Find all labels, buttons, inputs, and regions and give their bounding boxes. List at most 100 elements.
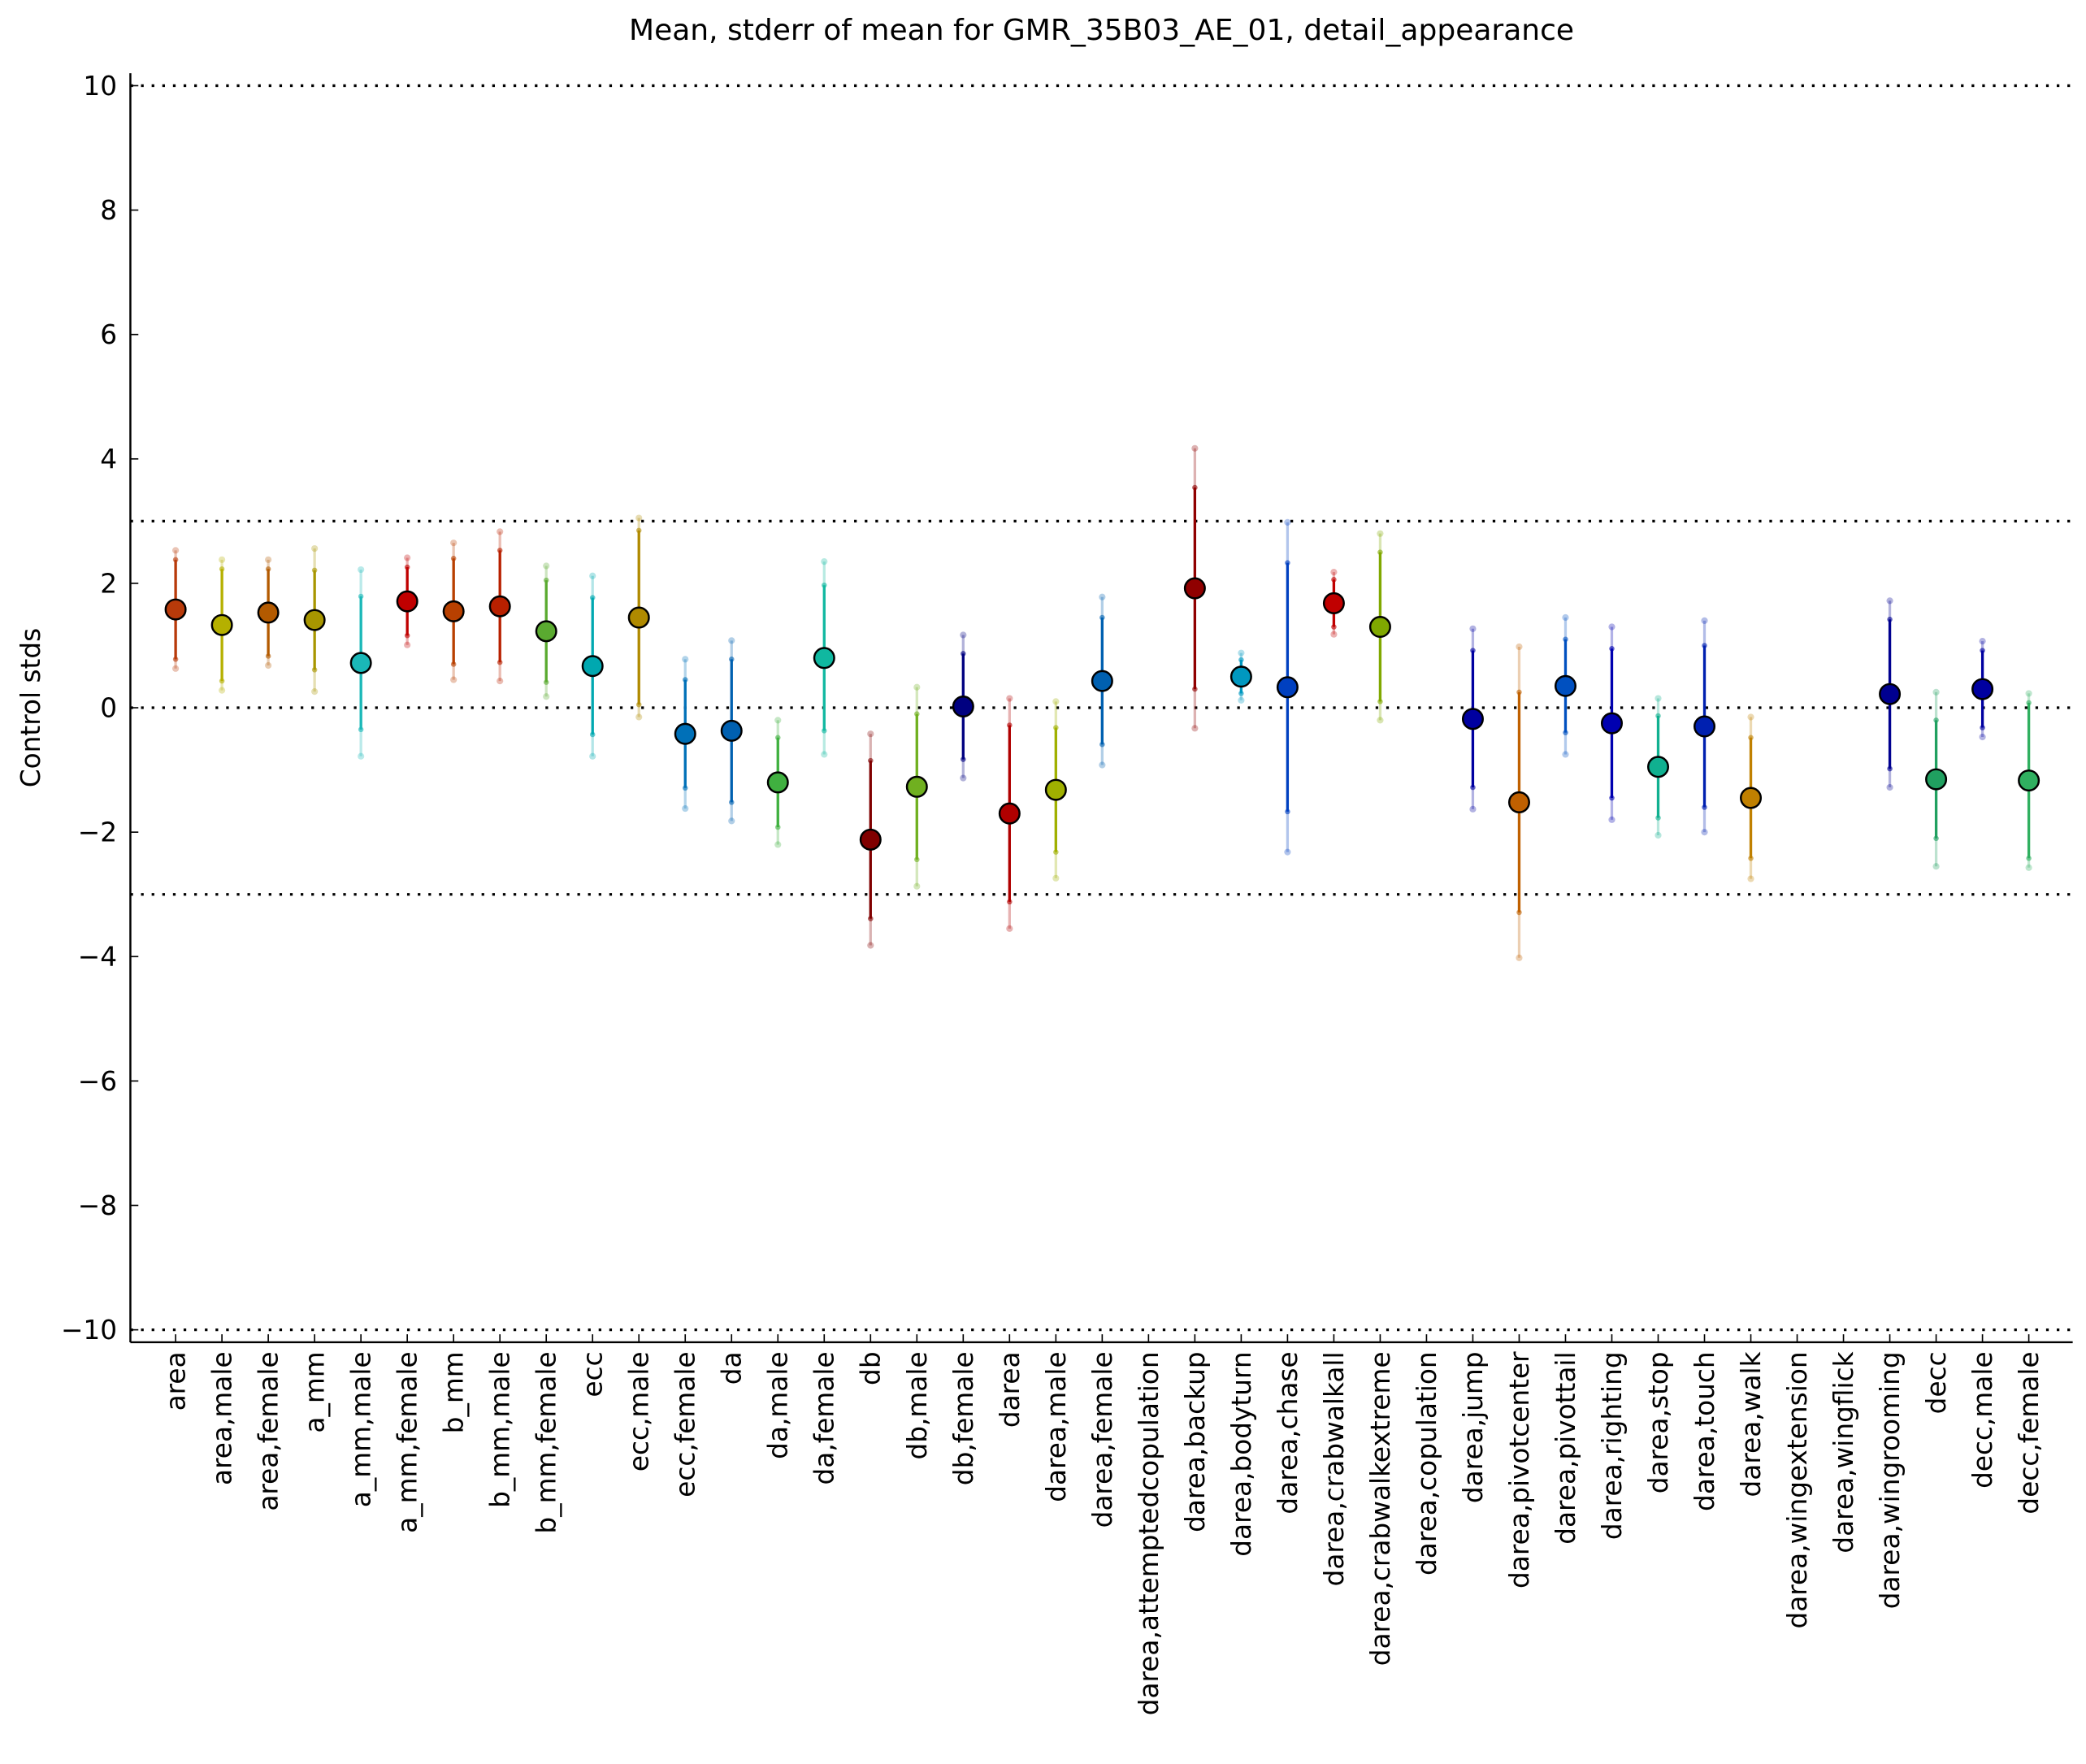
spread-cap bbox=[1284, 518, 1291, 526]
spread-cap bbox=[682, 804, 689, 813]
error-cap bbox=[1377, 699, 1383, 704]
x-tick-label: darea,male bbox=[1041, 1351, 1072, 1502]
spread-cap bbox=[774, 841, 782, 848]
spread-cap bbox=[1932, 688, 1940, 696]
x-tick-label: darea,wingextension bbox=[1782, 1351, 1813, 1628]
spread-cap bbox=[1238, 649, 1245, 657]
x-tick-label: da,female bbox=[809, 1351, 840, 1484]
spread-cap bbox=[1469, 805, 1477, 813]
spread-cap bbox=[265, 556, 272, 563]
spread-cap bbox=[450, 676, 458, 683]
error-cap bbox=[1470, 784, 1476, 791]
mean-marker bbox=[1971, 678, 1994, 700]
x-tick-label: darea,copulation bbox=[1412, 1351, 1442, 1575]
error-cap bbox=[728, 657, 735, 662]
spread-cap bbox=[1654, 695, 1662, 702]
x-tick-label: darea,attemptedcopulation bbox=[1134, 1351, 1164, 1715]
mean-marker bbox=[766, 771, 789, 794]
x-tick-label: b_mm,female bbox=[531, 1351, 562, 1533]
error-cap bbox=[1099, 614, 1105, 621]
mean-marker bbox=[1368, 616, 1391, 639]
mean-marker bbox=[1183, 577, 1206, 600]
spread-cap bbox=[311, 544, 319, 553]
error-cap bbox=[1887, 765, 1893, 772]
spread-cap bbox=[1886, 783, 1893, 791]
spread-cap bbox=[358, 752, 365, 760]
spread-cap bbox=[1608, 623, 1615, 631]
error-cap bbox=[1331, 577, 1337, 583]
error-cap bbox=[358, 726, 364, 733]
spread-cap bbox=[589, 572, 596, 579]
mean-marker bbox=[1646, 756, 1670, 778]
error-cap bbox=[1933, 835, 1939, 842]
mean-marker bbox=[1879, 683, 1902, 705]
error-cap bbox=[2026, 700, 2032, 706]
mean-marker bbox=[1461, 708, 1484, 730]
error-cap bbox=[1053, 725, 1059, 730]
spread-cap bbox=[1377, 717, 1384, 724]
x-tick-label: decc,female bbox=[2014, 1351, 2045, 1514]
error-cap bbox=[1285, 808, 1290, 815]
error-cap bbox=[543, 577, 549, 583]
error-cap bbox=[868, 757, 874, 764]
mean-marker bbox=[1322, 592, 1345, 614]
spread-cap bbox=[1979, 733, 1986, 741]
spread-cap bbox=[1284, 848, 1291, 856]
mean-marker bbox=[1276, 676, 1299, 699]
x-tick-label: darea,crabwalkextreme bbox=[1365, 1351, 1396, 1666]
spread-cap bbox=[1562, 613, 1569, 622]
error-cap bbox=[1516, 689, 1522, 696]
spread-cap bbox=[1701, 617, 1708, 624]
x-tick-label: db,female bbox=[948, 1351, 979, 1485]
spread-cap bbox=[311, 688, 319, 696]
spread-cap bbox=[821, 751, 828, 758]
spread-cap bbox=[589, 752, 596, 760]
spread-cap bbox=[497, 678, 504, 685]
error-cap bbox=[1702, 643, 1707, 648]
mean-marker bbox=[210, 613, 233, 636]
spread-cap bbox=[1006, 695, 1013, 702]
spread-cap bbox=[1006, 925, 1013, 932]
x-tick-label: ecc,male bbox=[624, 1351, 655, 1471]
error-cap bbox=[265, 653, 271, 659]
x-tick-label: a_mm bbox=[300, 1351, 331, 1432]
chart-title: Mean, stderr of mean for GMR_35B03_AE_01… bbox=[629, 14, 1574, 47]
error-cap bbox=[1238, 691, 1244, 696]
spread-cap bbox=[913, 683, 921, 691]
error-cap bbox=[1980, 725, 1985, 730]
error-cap bbox=[1007, 722, 1013, 728]
error-cap bbox=[822, 728, 827, 734]
x-tick-label: area bbox=[161, 1351, 192, 1411]
x-tick-label: a_mm,male bbox=[346, 1351, 377, 1507]
error-cap bbox=[635, 701, 642, 708]
spread-cap bbox=[1886, 597, 1893, 605]
x-tick-label: area,female bbox=[254, 1351, 284, 1510]
x-tick-label: darea,walk bbox=[1736, 1351, 1767, 1497]
error-cap bbox=[682, 785, 688, 791]
spread-cap bbox=[543, 562, 550, 570]
x-tick-label: darea,female bbox=[1087, 1351, 1118, 1528]
error-cap bbox=[1331, 624, 1337, 630]
y-tick-label: 10 bbox=[83, 71, 117, 102]
x-tick-label: darea,righting bbox=[1597, 1351, 1628, 1540]
error-cap bbox=[1563, 636, 1568, 643]
x-tick-label: a_mm,female bbox=[392, 1351, 423, 1532]
error-cap bbox=[1748, 735, 1754, 741]
mean-marker bbox=[303, 609, 326, 631]
mean-marker bbox=[488, 595, 511, 618]
spread-cap bbox=[682, 656, 689, 663]
spread-cap bbox=[172, 547, 180, 554]
spread-cap bbox=[1377, 530, 1384, 537]
mean-marker bbox=[1925, 768, 1948, 791]
spread-cap bbox=[1654, 831, 1662, 839]
x-tick-label: darea,touch bbox=[1689, 1351, 1720, 1511]
mean-marker bbox=[627, 606, 650, 629]
error-cap bbox=[450, 661, 457, 667]
error-cap bbox=[1933, 717, 1939, 723]
x-tick-label: darea,pivottail bbox=[1550, 1351, 1581, 1544]
error-cap bbox=[635, 527, 642, 534]
error-cap bbox=[219, 566, 225, 572]
mean-marker bbox=[349, 652, 372, 674]
spread-cap bbox=[1099, 593, 1106, 600]
mean-marker bbox=[813, 647, 835, 670]
